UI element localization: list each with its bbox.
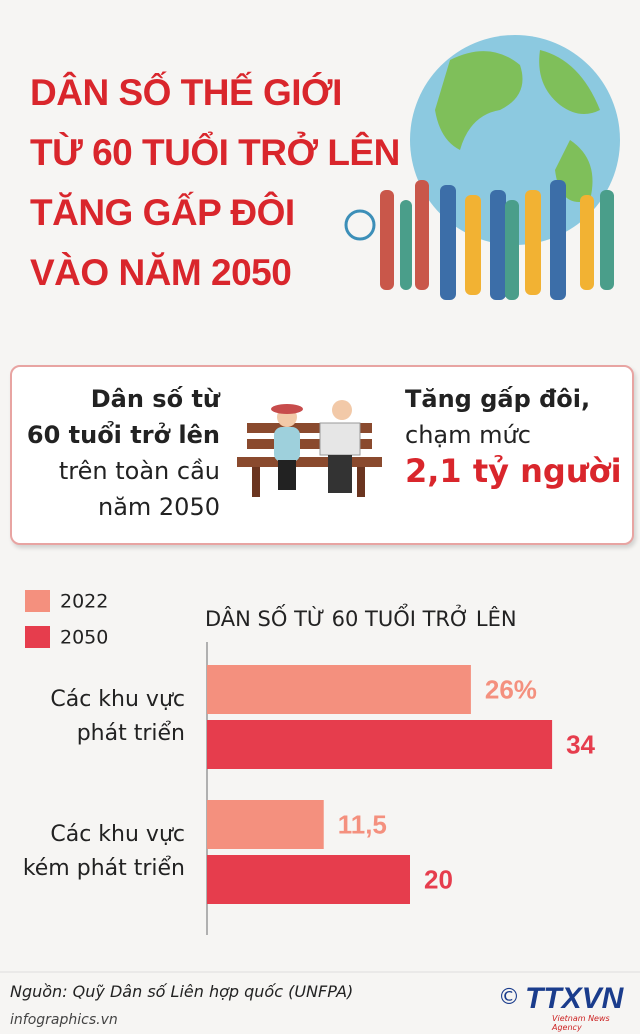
globe-illustration — [344, 35, 620, 300]
chart-title: DÂN SỐ TỪ 60 TUỔI TRỞ LÊN — [205, 603, 517, 631]
legend-swatch — [25, 590, 50, 612]
info-text: trên toàn cầu — [58, 457, 220, 485]
bench-illustration — [237, 400, 382, 497]
bar — [207, 665, 471, 714]
info-text: 60 tuổi trở lên — [26, 421, 220, 449]
title-line: VÀO NĂM 2050 — [30, 252, 292, 293]
logo-sub: Vietnam News Agency — [552, 1014, 610, 1032]
legend-label: 2022 — [60, 591, 108, 613]
title-line: TỪ 60 TUỔI TRỞ LÊN — [30, 132, 400, 173]
copyright: © — [498, 985, 520, 1010]
value-label: 26% — [485, 674, 537, 704]
legend-label: 2050 — [60, 627, 108, 649]
info-highlight: 2,1 tỷ người — [405, 452, 622, 490]
bar — [207, 720, 553, 769]
category-label: Các khu vực kém phát triển — [22, 822, 185, 881]
info-text: Tăng gấp đôi, — [405, 385, 591, 413]
value-label: 20 — [424, 864, 453, 894]
info-text: năm 2050 — [97, 493, 220, 521]
info-text: chạm mức — [405, 421, 531, 449]
info-text: Dân số từ — [90, 385, 220, 413]
legend-swatch — [25, 626, 50, 648]
title-line: TĂNG GẤP ĐÔI — [30, 192, 295, 233]
value-label: 11,5 — [338, 809, 387, 839]
source: Nguồn: Quỹ Dân số Liên hợp quốc (UNFPA) — [10, 982, 354, 1001]
bar — [207, 800, 324, 849]
title-line: DÂN SỐ THẾ GIỚI — [30, 72, 342, 113]
logo: TTXVN — [525, 982, 624, 1015]
bar — [207, 855, 410, 904]
website: infographics.vn — [10, 1012, 118, 1028]
value-label: 34 — [566, 729, 595, 759]
category-label: Các khu vực phát triển — [50, 687, 185, 746]
